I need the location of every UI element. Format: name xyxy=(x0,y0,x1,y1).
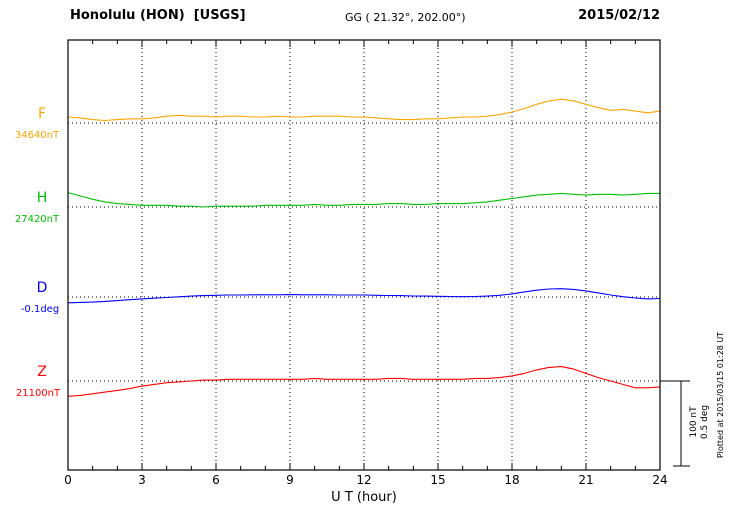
scale-bar-label-deg: 0.5 deg xyxy=(700,405,710,439)
trace-H xyxy=(67,192,660,208)
channel-traces xyxy=(67,98,661,397)
gridlines-and-ticks xyxy=(67,40,661,470)
plotted-at-note: Plotted at 2015/03/15 01:28 UT xyxy=(716,332,725,458)
x-tick-label: 12 xyxy=(356,473,371,487)
scale-bar-label-nt: 100 nT xyxy=(689,406,699,438)
trace-Z xyxy=(67,366,661,397)
x-tick-label: 18 xyxy=(504,473,519,487)
date-label: 2015/02/12 xyxy=(578,8,660,23)
channel-label-D: D xyxy=(37,280,48,296)
x-tick-label: 0 xyxy=(64,473,72,487)
station-title: Honolulu (HON) [USGS] xyxy=(70,8,246,23)
trace-F xyxy=(67,98,661,122)
x-tick-label: 6 xyxy=(212,473,220,487)
x-tick-label: 15 xyxy=(430,473,445,487)
channel-baselines xyxy=(68,122,660,382)
channel-base-F: 34640nT xyxy=(15,130,60,141)
channel-base-D: -0.1deg xyxy=(21,304,59,315)
channel-base-Z: 21100nT xyxy=(16,388,61,399)
channel-label-Z: Z xyxy=(37,364,47,380)
channel-label-H: H xyxy=(37,190,48,206)
channel-label-F: F xyxy=(38,106,46,122)
x-tick-label: 9 xyxy=(286,473,294,487)
scale-bar: 100 nT 0.5 deg xyxy=(660,380,710,467)
trace-D xyxy=(67,288,661,304)
x-axis-title: U T (hour) xyxy=(331,490,397,505)
x-tick-label: 21 xyxy=(578,473,593,487)
geographic-coords: GG ( 21.32°, 202.00°) xyxy=(345,11,466,24)
x-tick-label: 3 xyxy=(138,473,146,487)
x-axis-tick-labels: 0 3 6 9 12 15 18 21 24 xyxy=(64,473,667,487)
x-tick-label: 24 xyxy=(652,473,667,487)
channel-base-H: 27420nT xyxy=(15,214,60,225)
plot-frame xyxy=(67,39,661,471)
